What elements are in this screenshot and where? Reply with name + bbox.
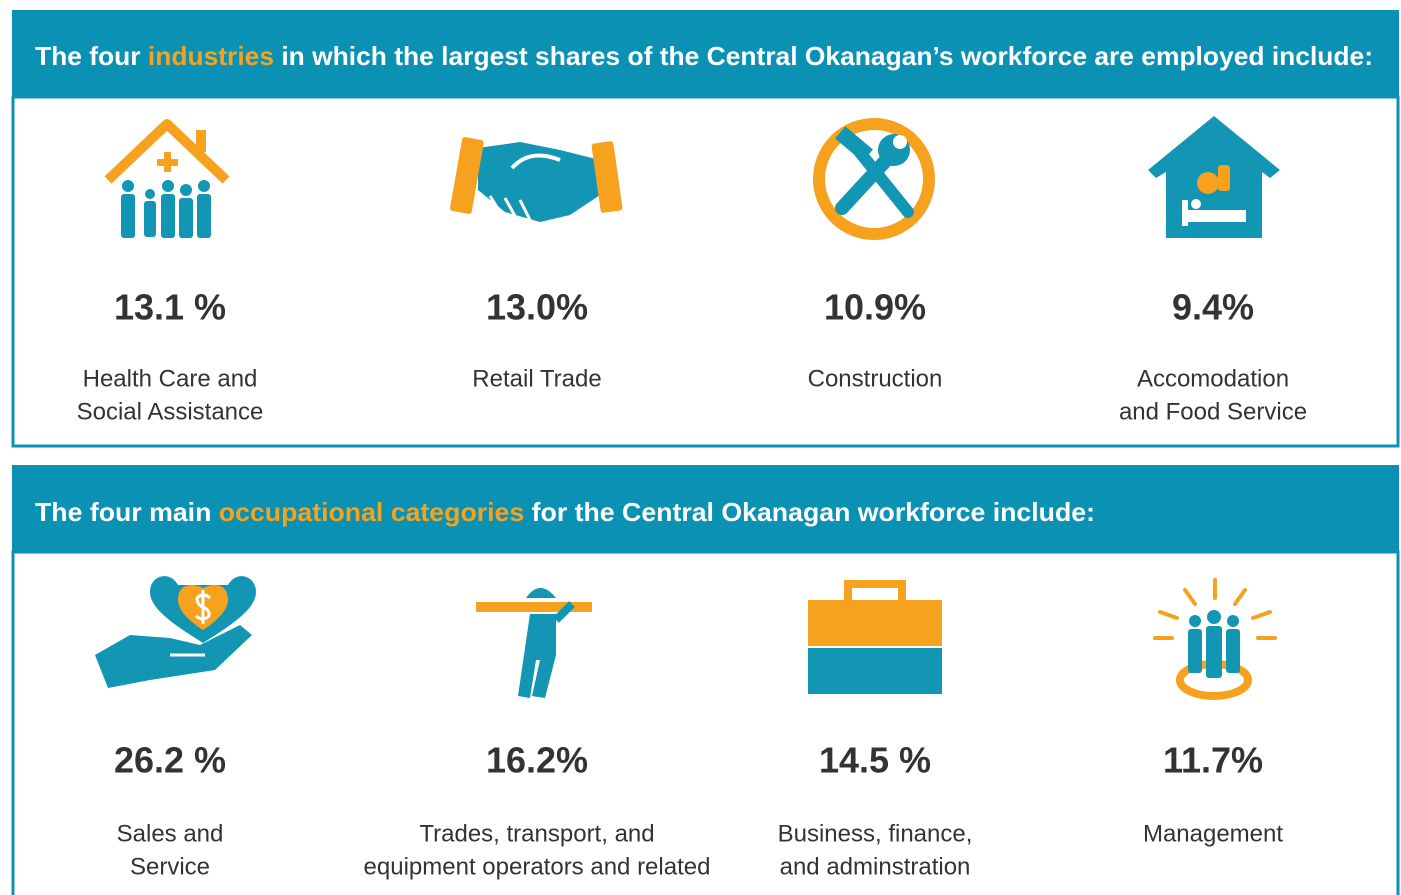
- section-heading: The four main occupational categories fo…: [35, 497, 1095, 527]
- icon-accommodation: [1148, 116, 1280, 238]
- icon-management: [1153, 578, 1277, 700]
- category-label: Social Assistance: [77, 398, 264, 425]
- percentage: 16.2%: [486, 740, 588, 781]
- heading-highlight: industries: [148, 41, 274, 71]
- percentage: 13.1 %: [114, 287, 226, 328]
- icon-business: [808, 580, 942, 694]
- category-label: Health Care and: [83, 365, 258, 392]
- category-label: Accomodation: [1137, 365, 1289, 392]
- category-label: and Food Service: [1119, 398, 1307, 425]
- category-label: Business, finance,: [778, 820, 973, 847]
- category-label: Construction: [808, 365, 943, 392]
- category-label: Trades, transport, and: [419, 820, 654, 847]
- heading-highlight: occupational categories: [219, 497, 524, 527]
- header-band: [12, 465, 1399, 552]
- category-label: and adminstration: [780, 853, 971, 880]
- category-label: Service: [130, 853, 210, 880]
- icon-health: [104, 119, 230, 238]
- icon-sales: [95, 576, 256, 688]
- percentage: 26.2 %: [114, 740, 226, 781]
- category-label: Sales and: [117, 820, 224, 847]
- panel-frame: [11, 550, 1400, 895]
- section-heading: The four industries in which the largest…: [35, 41, 1373, 71]
- icon-construction: [813, 118, 935, 240]
- category-label: Management: [1143, 820, 1283, 847]
- heading-text: for the Central Okanagan workforce inclu…: [524, 497, 1095, 527]
- icon-trades: [476, 588, 592, 698]
- percentage: 14.5 %: [819, 740, 931, 781]
- heading-text: The four: [35, 41, 148, 71]
- percentage: 11.7%: [1163, 740, 1263, 781]
- heading-text: The four main: [35, 497, 219, 527]
- panel-frame: [11, 95, 1400, 448]
- percentage: 9.4%: [1172, 287, 1254, 328]
- percentage: 10.9%: [824, 287, 926, 328]
- icon-retail: [450, 137, 623, 222]
- percentage: 13.0%: [486, 287, 588, 328]
- heading-text: in which the largest shares of the Centr…: [274, 41, 1373, 71]
- category-label: equipment operators and related: [364, 853, 711, 880]
- header-band: [12, 10, 1399, 97]
- category-label: Retail Trade: [472, 365, 601, 392]
